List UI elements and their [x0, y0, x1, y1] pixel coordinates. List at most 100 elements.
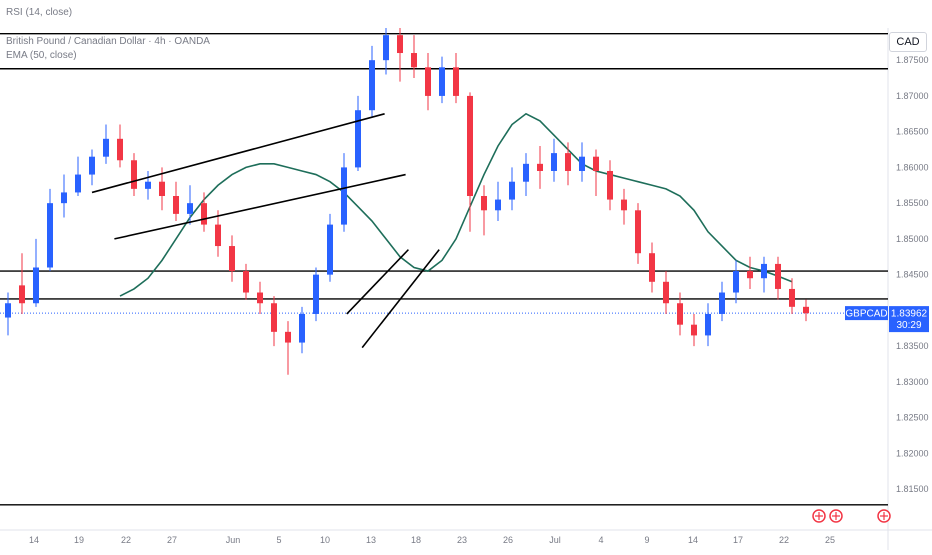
channel-trendline[interactable] [361, 249, 440, 349]
event-flag-icon[interactable] [812, 509, 826, 523]
candle[interactable] [75, 156, 81, 197]
candle[interactable] [523, 153, 529, 197]
candle[interactable] [159, 167, 165, 211]
y-tick-label: 1.87500 [896, 55, 929, 65]
candle[interactable] [229, 235, 235, 282]
candle[interactable] [481, 185, 487, 236]
candle[interactable] [5, 292, 11, 336]
candle[interactable] [355, 95, 361, 171]
candle[interactable] [439, 56, 445, 104]
x-tick-label: 22 [121, 535, 131, 545]
candle[interactable] [215, 210, 221, 257]
candle-body [313, 274, 319, 314]
candle-body [789, 288, 795, 307]
x-tick-label: 5 [276, 535, 281, 545]
x-tick-label: 9 [644, 535, 649, 545]
candle[interactable] [187, 185, 193, 225]
candle-body [747, 271, 753, 279]
candle[interactable] [285, 321, 291, 375]
candle[interactable] [131, 153, 137, 197]
y-tick-label: 1.82000 [896, 448, 929, 458]
x-tick-label: Jun [226, 535, 241, 545]
channel-trendline[interactable] [114, 173, 406, 240]
candle[interactable] [467, 92, 473, 232]
candle[interactable] [89, 149, 95, 186]
candle[interactable] [551, 138, 557, 182]
candle[interactable] [33, 238, 39, 307]
candle-body [733, 271, 739, 293]
event-flag-icon[interactable] [877, 509, 891, 523]
candle[interactable] [271, 296, 277, 347]
candle[interactable] [117, 124, 123, 168]
candle[interactable] [621, 188, 627, 225]
candle[interactable] [775, 256, 781, 300]
candle[interactable] [495, 181, 501, 222]
candle[interactable] [579, 142, 585, 182]
candle[interactable] [299, 306, 305, 354]
candle[interactable] [663, 271, 669, 314]
candle[interactable] [635, 203, 641, 264]
candle[interactable] [341, 153, 347, 232]
candle[interactable] [649, 242, 655, 293]
ema-line[interactable] [119, 112, 793, 297]
candle[interactable] [509, 167, 515, 211]
candle-body [61, 192, 67, 204]
candle[interactable] [593, 149, 599, 197]
candle[interactable] [313, 267, 319, 322]
candle[interactable] [761, 256, 767, 293]
candle[interactable] [47, 188, 53, 272]
candle[interactable] [677, 292, 683, 336]
candle-body [299, 313, 305, 343]
candle[interactable] [747, 256, 753, 289]
candle[interactable] [19, 253, 25, 314]
channel-trendline[interactable] [91, 113, 385, 194]
x-tick-label: 4 [598, 535, 603, 545]
currency-badge[interactable]: CAD [889, 32, 927, 52]
candle[interactable] [397, 28, 403, 82]
candle[interactable] [173, 181, 179, 222]
candle-body [481, 196, 487, 211]
candle[interactable] [61, 174, 67, 218]
candle[interactable] [369, 45, 375, 118]
y-tick-label: 1.84500 [896, 270, 929, 280]
candle[interactable] [705, 303, 711, 347]
candle[interactable] [453, 53, 459, 104]
last-price-label: 1.83962 [891, 309, 928, 320]
candle[interactable] [327, 213, 333, 282]
x-tick-label: 18 [411, 535, 421, 545]
candle-body [173, 196, 179, 214]
indicator-label[interactable]: RSI (14, close) [6, 7, 73, 18]
x-tick-label: 27 [167, 535, 177, 545]
candle[interactable] [201, 192, 207, 232]
channel-trendline[interactable] [346, 249, 409, 315]
candle-body [509, 181, 515, 200]
candle[interactable] [733, 260, 739, 304]
candle[interactable] [383, 28, 389, 75]
candle[interactable] [103, 124, 109, 164]
candle-body [285, 331, 291, 343]
candle[interactable] [145, 170, 151, 200]
last-price-badge [889, 306, 929, 333]
candle[interactable] [425, 53, 431, 111]
candle[interactable] [803, 299, 809, 322]
candle[interactable] [607, 160, 613, 211]
candle[interactable] [691, 313, 697, 347]
candle[interactable] [411, 35, 417, 79]
candle[interactable] [565, 142, 571, 186]
event-flag-icon[interactable] [829, 509, 843, 523]
candle-body [201, 203, 207, 225]
candle[interactable] [789, 278, 795, 314]
candle[interactable] [257, 281, 263, 314]
candle-body [803, 306, 809, 314]
candle-body [453, 67, 459, 96]
candle[interactable] [243, 263, 249, 300]
candle-body [705, 313, 711, 336]
candle[interactable] [537, 145, 543, 189]
candle-body [411, 53, 417, 68]
candle-body [145, 181, 151, 189]
y-tick-label: 1.83000 [896, 377, 929, 387]
ema-label[interactable]: EMA (50, close) [6, 50, 77, 61]
candle[interactable] [719, 281, 725, 322]
